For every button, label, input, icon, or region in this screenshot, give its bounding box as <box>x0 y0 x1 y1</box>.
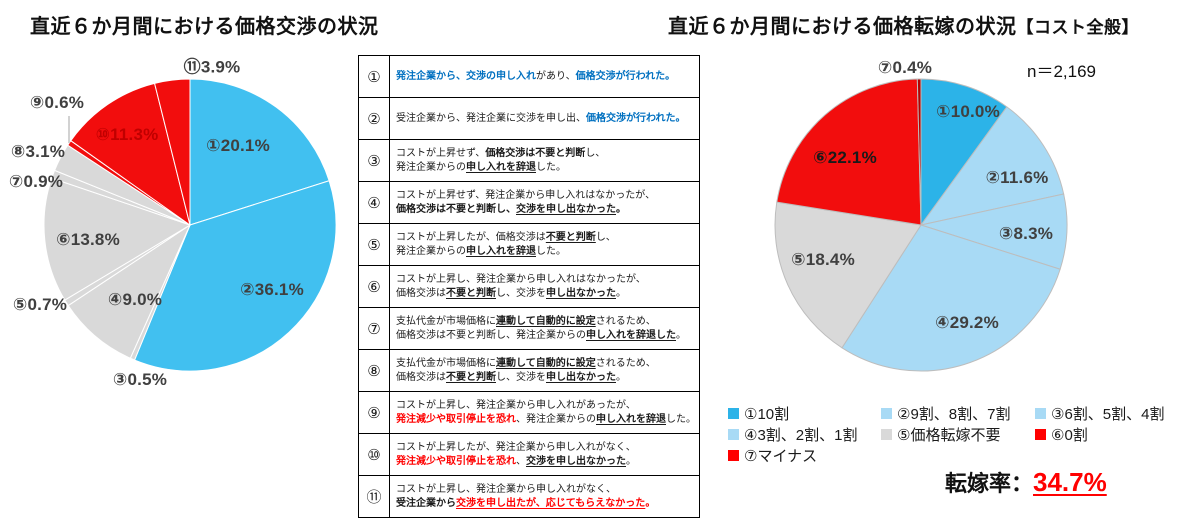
rate-label: 転嫁率： <box>945 471 1034 496</box>
table-row: ③ コストが上昇せず、価格交渉は不要と判断し、 発注企業からの申し入れを辞退した。 <box>358 140 700 182</box>
row-text: 発注企業から、交渉の申し入れがあり、価格交渉が行われた。 <box>396 70 676 82</box>
row-number: ③ <box>359 140 390 181</box>
pie-slice-label-⑥: ⑥22.1% <box>813 148 877 167</box>
pie-slice-⑥ <box>43 177 191 301</box>
legend-item-label: ①10割 <box>744 406 790 423</box>
pie-slice-⑩ <box>70 82 191 226</box>
negotiation-pie-svg <box>43 78 337 372</box>
table-row: ⑨ コストが上昇し、発注企業から申し入れがあったが、 発注減少や取引停止を恐れ、発注… <box>358 392 700 434</box>
row-number: ④ <box>359 182 390 223</box>
legend-swatch <box>1035 408 1046 419</box>
row-text: 受注企業から、発注企業に交渉を申し出、価格交渉が行われた。 <box>396 112 686 124</box>
legend-item: ⑤価格転嫁不要 <box>881 424 1035 445</box>
pie-slice-label-⑥: ⑥13.8% <box>56 230 120 249</box>
legend-item: ②9割、8割、7割 <box>881 403 1035 424</box>
legend-swatch <box>728 429 739 440</box>
row-text: コストが上昇せず、価格交渉は不要と判断し、 発注企業からの申し入れを辞退した。 <box>396 147 606 173</box>
row-text: コストが上昇したが、価格交渉は不要と判断し、 発注企業からの申し入れを辞退した。 <box>396 231 616 257</box>
row-text: コストが上昇したが、発注企業から申し入れがなく、 発注減少や取引停止を恐れ、交渉を… <box>396 441 636 467</box>
table-row: ⑧ 支払代金が市場価格に連動して自動的に設定されるため、 価格交渉は不要と判断し、交… <box>358 350 700 392</box>
pie-slice-label-①: ①10.0% <box>936 102 1000 121</box>
passthrough-pie-svg <box>774 78 1068 372</box>
pie-slice-label-①: ①20.1% <box>206 136 270 155</box>
legend-item: ④3割、2割、1割 <box>728 424 881 445</box>
table-row: ⑪ コストが上昇し、発注企業から申し入れがなく、 受注企業から交渉を申し出たが、応じ… <box>358 476 700 518</box>
legend-item-label: ②9割、8割、7割 <box>897 406 1011 423</box>
row-number: ⑩ <box>359 434 390 475</box>
legend-item-label: ③6割、5割、4割 <box>1051 406 1165 423</box>
pie-slice-label-④: ④9.0% <box>107 290 163 309</box>
legend-item-label: ④3割、2割、1割 <box>744 427 858 444</box>
pie-slice-label-⑧: ⑧3.1% <box>10 142 66 161</box>
pie-slice-① <box>920 78 1008 226</box>
pie-slice-⑦ <box>916 78 922 226</box>
pie-slice-label-②: ②11.6% <box>985 168 1049 187</box>
row-text: コストが上昇し、発注企業から申し入れはなかったが、 価格交渉は不要と判断し、交渉を… <box>396 273 646 299</box>
pie-slice-label-⑪: ⑪3.9% <box>183 57 241 77</box>
pie-slice-label-⑦: ⑦0.9% <box>8 172 64 191</box>
pie-slice-label-⑤: ⑤18.4% <box>791 250 855 269</box>
legend-swatch <box>881 429 892 440</box>
pie-slice-④ <box>841 224 1061 372</box>
rate-value: 34.7% <box>1033 467 1107 497</box>
passthrough-chart-title: 直近６か月間における価格転嫁の状況【コスト全般】 <box>668 10 1139 39</box>
table-row: ⑤ コストが上昇したが、価格交渉は不要と判断し、 発注企業からの申し入れを辞退した。 <box>358 224 700 266</box>
row-number: ② <box>359 98 390 139</box>
row-number: ⑤ <box>359 224 390 265</box>
sample-size-label: n＝2,169 <box>1027 62 1096 81</box>
pie-slice-label-④: ④29.2% <box>935 313 999 332</box>
pie-slice-④ <box>67 224 191 359</box>
table-row: ② 受注企業から、発注企業に交渉を申し出、価格交渉が行われた。 <box>358 98 700 140</box>
table-row: ⑦ 支払代金が市場価格に連動して自動的に設定されるため、 価格交渉は不要と判断し、発… <box>358 308 700 350</box>
row-number: ⑧ <box>359 350 390 391</box>
table-row: ① 発注企業から、交渉の申し入れがあり、価格交渉が行われた。 <box>358 56 700 98</box>
row-number: ⑦ <box>359 308 390 349</box>
table-row: ⑥ コストが上昇し、発注企業から申し入れはなかったが、 価格交渉は不要と判断し、交渉… <box>358 266 700 308</box>
passthrough-legend: ①10割 ②9割、8割、7割 ③6割、5割、4割 ④3割、2割、1割 ⑤価格転嫁不要 ⑥0… <box>728 403 1164 466</box>
pie-slice-label-⑦: ⑦0.4% <box>877 58 933 77</box>
negotiation-pie-chart: ①20.1% ②36.1% ③0.5% ④9.0% ⑤0.7% ⑥13.8% ⑦0.9% ⑧3… <box>0 40 370 410</box>
pie-slice-label-⑩: ⑩11.3% <box>95 125 159 144</box>
legend-swatch <box>881 408 892 419</box>
passthrough-chart-title-suffix: 【コスト全般】 <box>1016 18 1139 37</box>
pie-slice-label-⑤: ⑤0.7% <box>12 295 68 314</box>
row-text: コストが上昇し、発注企業から申し入れがなく、 受注企業から交渉を申し出たが、応じて… <box>396 483 656 509</box>
pie-slice-⑪ <box>154 78 191 226</box>
table-row: ④ コストが上昇せず、発注企業から申し入れはなかったが、 価格交渉は不要と判断し、交… <box>358 182 700 224</box>
passthrough-chart-title-main: 直近６か月間における価格転嫁の状況 <box>668 16 1017 38</box>
pie-slice-⑤ <box>774 201 922 349</box>
legend-item: ①10割 <box>728 403 881 424</box>
row-number: ⑪ <box>359 476 390 517</box>
table-row: ⑩ コストが上昇したが、発注企業から申し入れがなく、 発注減少や取引停止を恐れ、交渉… <box>358 434 700 476</box>
row-number: ① <box>359 56 390 97</box>
pie-slice-label-②: ②36.1% <box>240 280 304 299</box>
row-number: ⑥ <box>359 266 390 307</box>
row-text: コストが上昇せず、発注企業から申し入れはなかったが、 価格交渉は不要と判断し、交渉… <box>396 189 656 215</box>
row-text: コストが上昇し、発注企業から申し入れがあったが、 発注減少や取引停止を恐れ、発注企… <box>396 399 696 425</box>
negotiation-chart-title: 直近６か月間における価格交渉の状況 <box>30 16 379 38</box>
pie-slice-① <box>189 78 330 226</box>
legend-item: ③6割、5割、4割 <box>1035 403 1164 424</box>
pie-slice-② <box>134 180 337 372</box>
pie-slice-⑥ <box>776 78 922 226</box>
passthrough-rate: 転嫁率：34.7% <box>945 466 1107 498</box>
legend-swatch <box>1035 429 1046 440</box>
row-text: 支払代金が市場価格に連動して自動的に設定されるため、 価格交渉は不要と判断し、交渉… <box>396 357 656 383</box>
legend-swatch <box>728 408 739 419</box>
legend-item: ⑥0割 <box>1035 424 1164 445</box>
legend-item: ⑦マイナス <box>728 445 881 466</box>
row-text: 支払代金が市場価格に連動して自動的に設定されるため、 価格交渉は不要と判断し、発注… <box>396 315 686 341</box>
pie-slice-② <box>920 106 1065 226</box>
pie-slice-label-③: ③0.5% <box>112 370 168 389</box>
passthrough-pie-chart: n＝2,169 ①10.0% ②11.6% ③8.3% ④29.2% ⑤18.4% ⑥22… <box>740 40 1120 420</box>
legend-swatch <box>728 450 739 461</box>
legend-item-label: ⑥0割 <box>1051 427 1088 444</box>
legend-item-label: ⑦マイナス <box>744 448 818 465</box>
pie-slice-label-③: ③8.3% <box>998 224 1054 243</box>
pie-slice-label-⑨: ⑨0.6% <box>29 93 85 112</box>
row-number: ⑨ <box>359 392 390 433</box>
legend-item-label: ⑤価格転嫁不要 <box>897 427 1001 444</box>
category-definition-table: ① 発注企業から、交渉の申し入れがあり、価格交渉が行われた。 ② 受注企業から、発注企… <box>358 55 700 518</box>
